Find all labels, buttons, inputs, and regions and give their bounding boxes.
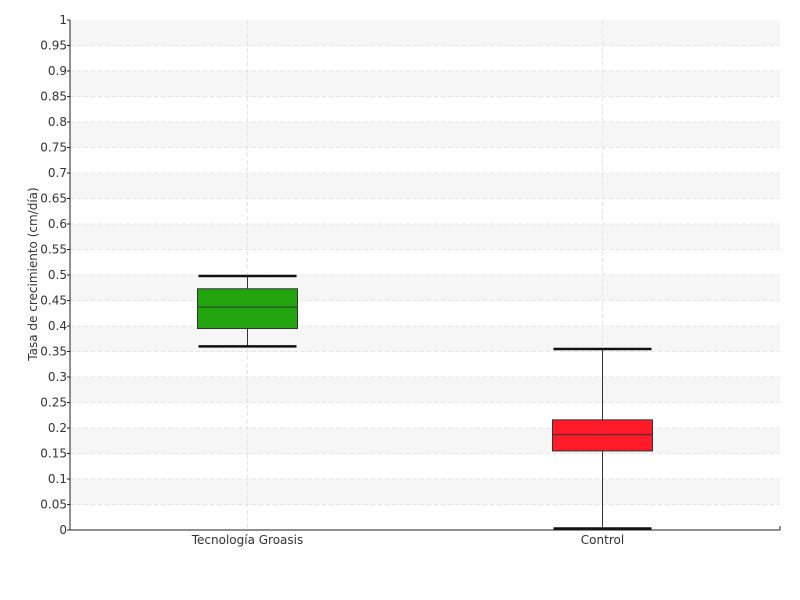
y-tick-label: 0.95: [40, 39, 67, 53]
box-series: [197, 274, 653, 530]
y-axis-ticks: 0 0.05 0.1 0.15 0.2 0.25 0.3 0.35 0.4 0.45 0.5 0.55…: [40, 13, 70, 537]
y-tick-label: 0.6: [48, 217, 67, 231]
grid-lines: [70, 20, 780, 530]
grid-band: [70, 275, 780, 301]
y-tick-label: 0.85: [40, 90, 67, 104]
y-tick-label: 0.65: [40, 192, 67, 206]
y-tick-label: 0.1: [48, 472, 67, 486]
y-axis-label: Tasa de crecimiento (cm/día): [26, 187, 40, 361]
grid-band: [70, 20, 780, 46]
y-tick-label: 0.75: [40, 141, 67, 155]
grid-band: [70, 377, 780, 403]
plot-background-bands: [70, 20, 780, 505]
y-tick-label: 0.55: [40, 243, 67, 257]
y-tick-label: 0: [59, 523, 67, 537]
grid-band: [70, 428, 780, 454]
grid-band: [70, 71, 780, 97]
grid-band: [70, 173, 780, 199]
box-tecnologia-groasis: [197, 274, 298, 348]
x-category-label: Tecnología Groasis: [191, 533, 304, 547]
box-body: [197, 288, 298, 330]
y-tick-label: 0.4: [48, 319, 67, 333]
y-tick-label: 0.45: [40, 294, 67, 308]
grid-band: [70, 122, 780, 148]
y-tick-label: 0.3: [48, 370, 67, 384]
y-tick-label: 0.05: [40, 498, 67, 512]
y-tick-label: 0.2: [48, 421, 67, 435]
x-axis-labels: Tecnología Groasis Control: [191, 533, 624, 547]
grid-band: [70, 479, 780, 505]
y-tick-label: 1: [59, 13, 67, 27]
grid-band: [70, 224, 780, 250]
y-tick-label: 0.9: [48, 64, 67, 78]
y-tick-label: 0.7: [48, 166, 67, 180]
y-tick-label: 0.5: [48, 268, 67, 282]
y-tick-label: 0.8: [48, 115, 67, 129]
x-category-label: Control: [581, 533, 624, 547]
y-tick-label: 0.35: [40, 345, 67, 359]
box-control: [552, 347, 653, 530]
grid-band: [70, 326, 780, 352]
y-tick-label: 0.25: [40, 396, 67, 410]
box-body: [552, 419, 653, 452]
y-tick-label: 0.15: [40, 447, 67, 461]
